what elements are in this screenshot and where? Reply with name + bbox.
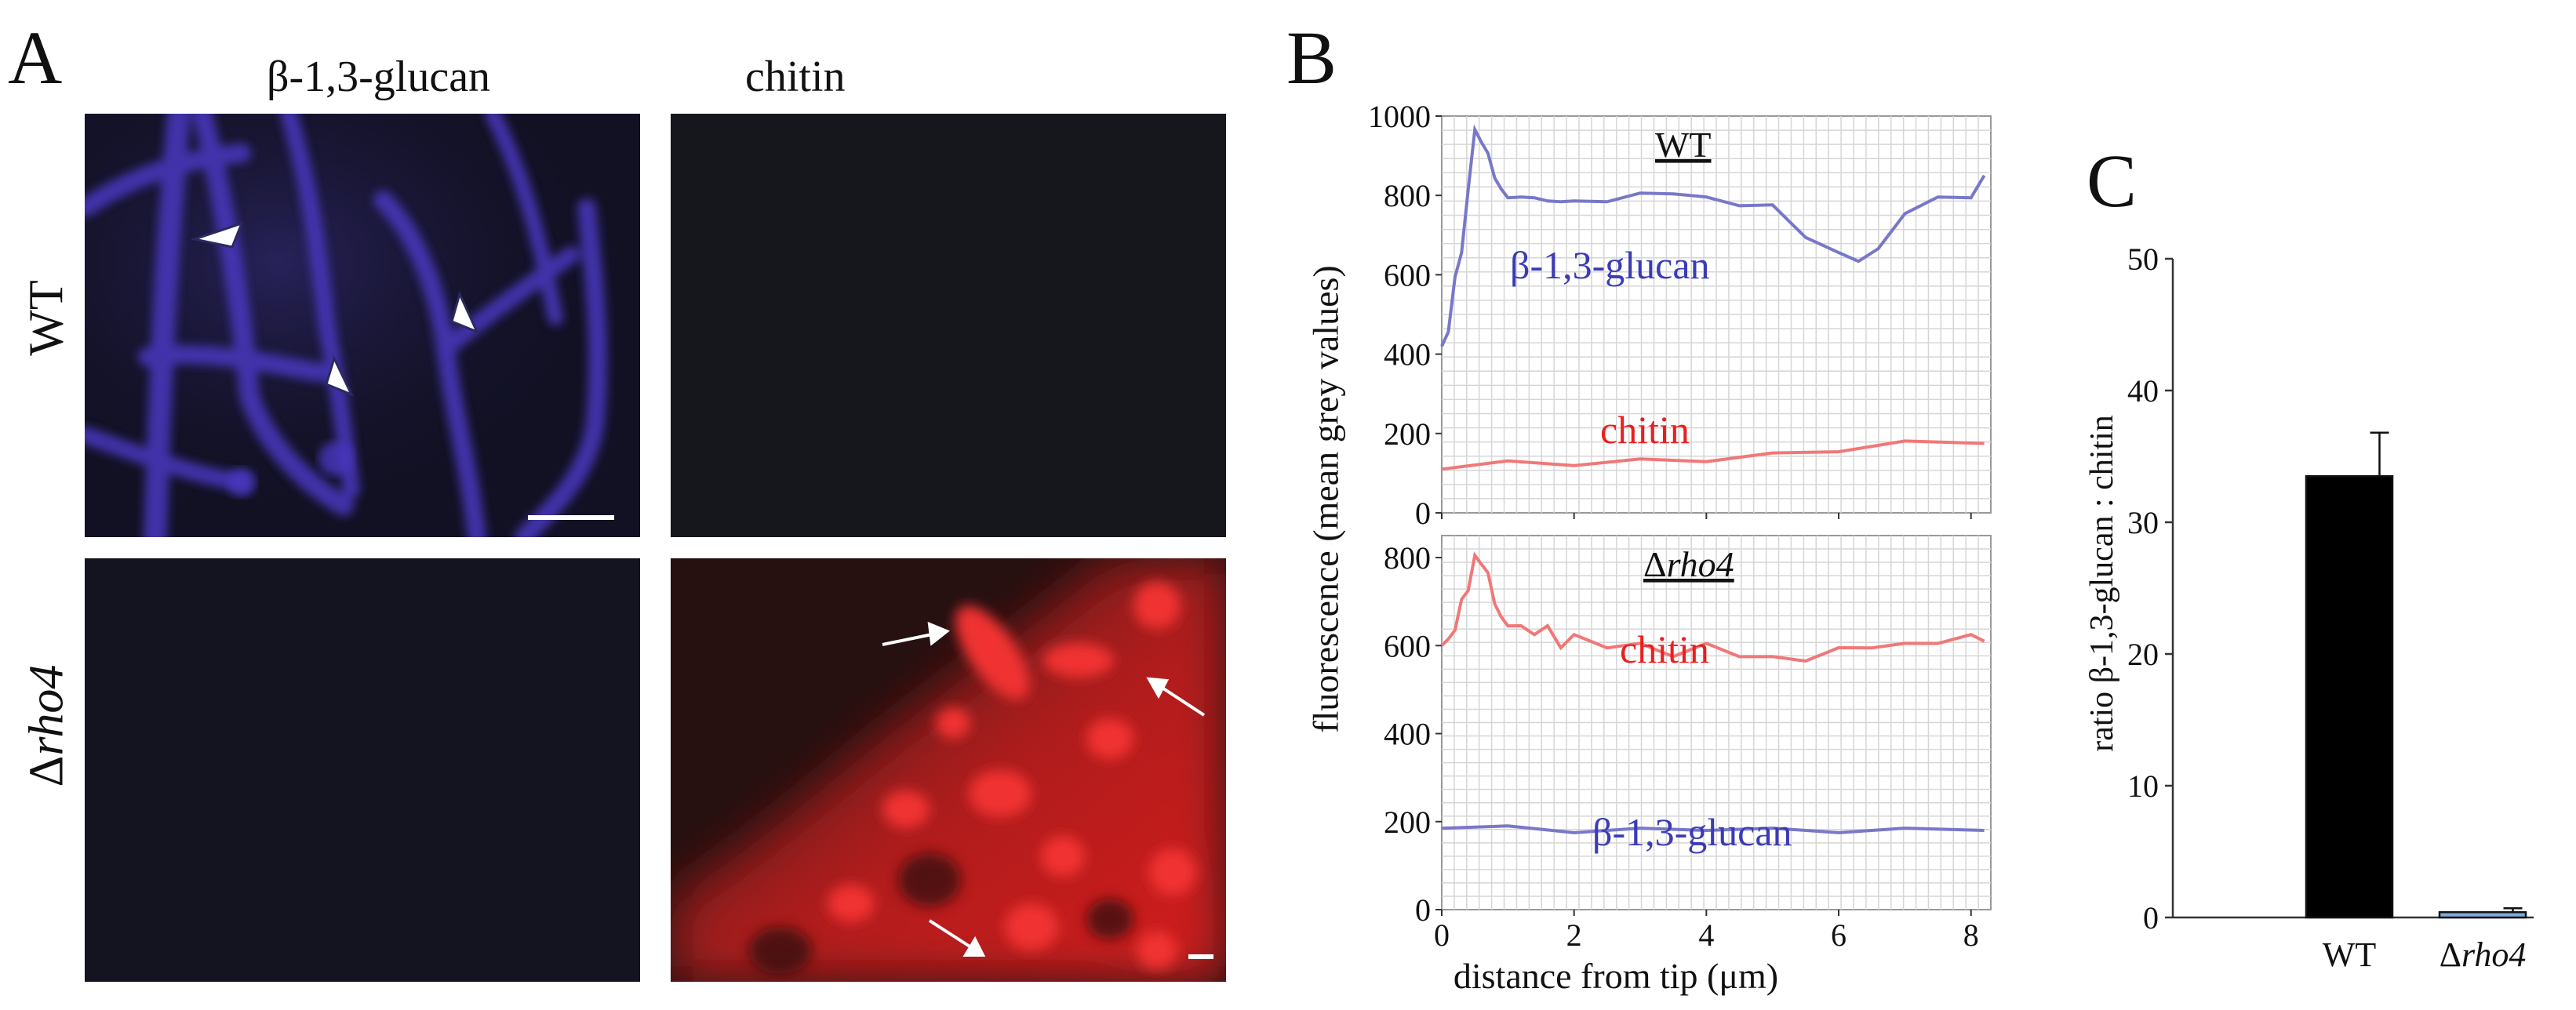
wt-chart-label-glucan: β-1,3-glucan (1510, 243, 1710, 287)
bar-chart-ytick-label: 20 (2127, 637, 2159, 672)
mutant-chart-series-glucan (1441, 824, 1985, 834)
micrograph-mutant-chitin (671, 558, 1226, 982)
wt-chart-series-chitin (1441, 439, 1985, 471)
mutant-chart-title-italic: rho4 (1667, 544, 1734, 584)
mutant-chart-ytick-label: 0 (1415, 892, 1431, 928)
panel-b-xlabel: distance from tip (μm) (1453, 956, 1779, 996)
bar-category-label-mutant: Δrho4 (2440, 936, 2527, 974)
micrograph-wt-chitin (671, 114, 1226, 537)
bar-wt (2305, 474, 2394, 919)
bar-category-label-prefix: Δ (2440, 936, 2461, 974)
bar-mutant (2438, 911, 2527, 919)
wt-chart-series-glucan (1440, 124, 1986, 347)
bar-chart-ytick-label: 10 (2127, 768, 2159, 804)
column-header-glucan: β-1,3-glucan (267, 53, 491, 101)
mutant-chart-label-chitin: chitin (1620, 627, 1709, 671)
mutant-chart-ytick-label: 600 (1384, 628, 1431, 663)
panel-c-letter: C (2087, 139, 2138, 223)
column-header-chitin: chitin (745, 53, 846, 101)
wt-chart-title: WT (1655, 125, 1712, 165)
mutant-chart-xtick-label: 0 (1434, 917, 1450, 953)
panel-c-ylabel: ratio β-1,3-glucan : chitin (2084, 415, 2120, 752)
mutant-chart-label-glucan: β-1,3-glucan (1592, 810, 1792, 854)
mutant-chart-series-chitin (1440, 551, 1985, 663)
bar-category-label-wt: WT (2323, 936, 2377, 974)
mutant-chart-xtick-label: 4 (1698, 917, 1714, 953)
bar-chart-ytick-label: 40 (2127, 373, 2159, 409)
mutant-chart-title: Δrho4 (1643, 544, 1734, 584)
bar-chart-ytick-label: 50 (2127, 242, 2159, 277)
mutant-chart-xtick-label: 2 (1566, 917, 1582, 953)
mutant-chart-xtick-label: 6 (1831, 917, 1846, 953)
wt-chart-label-chitin: chitin (1600, 408, 1690, 452)
bar-category-label-italic: rho4 (2461, 936, 2526, 974)
panel-a-letter: A (8, 16, 63, 100)
bar-chart-ytick-label: 0 (2143, 900, 2159, 936)
wt-chart-ytick-label: 800 (1384, 178, 1431, 213)
wt-chart-ytick-label: 600 (1384, 257, 1431, 292)
panel-b-letter: B (1286, 16, 1337, 100)
mutant-chart-ytick-label: 800 (1384, 540, 1431, 576)
micrograph-wt-glucan (85, 114, 640, 537)
micrograph-mutant-glucan (85, 558, 640, 982)
mutant-chart-xtick-label: 8 (1963, 917, 1979, 953)
bar-chart-ytick-label: 30 (2127, 505, 2159, 540)
mutant-chart-title-prefix: Δ (1643, 544, 1667, 584)
mutant-chart-ytick-label: 200 (1384, 805, 1431, 840)
mutant-chart-ytick-label: 400 (1384, 717, 1431, 752)
wt-chart-ytick-label: 0 (1415, 496, 1431, 531)
wt-chart-ytick-label: 200 (1384, 416, 1431, 452)
wt-chart-ytick-label: 400 (1384, 337, 1431, 372)
wt-chart-ytick-label: 1000 (1368, 99, 1431, 134)
